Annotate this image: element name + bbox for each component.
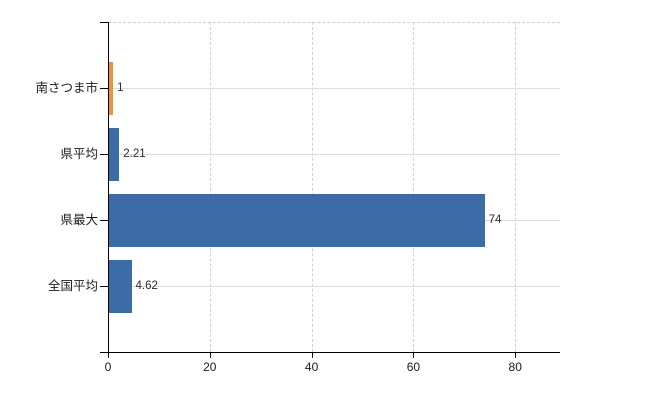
y-axis-tick <box>100 154 108 155</box>
x-axis <box>108 352 560 353</box>
x-tick-label: 40 <box>304 360 319 374</box>
x-tick-label: 80 <box>508 360 522 374</box>
x-axis-tick <box>515 352 517 358</box>
vertical-gridline <box>413 22 415 352</box>
x-axis-tick <box>413 352 415 358</box>
plot-top-border <box>108 22 560 23</box>
y-axis-tick <box>100 88 108 89</box>
x-axis-tick <box>108 352 109 358</box>
vertical-gridline <box>515 22 517 352</box>
x-tick-label: 60 <box>406 360 421 374</box>
category-label: 県最大 <box>60 213 98 227</box>
y-axis-tick <box>100 220 108 221</box>
x-tick-label: 0 <box>104 360 112 374</box>
value-label: 74 <box>488 214 502 226</box>
y-axis-tick <box>100 22 108 23</box>
x-axis-tick <box>311 352 313 358</box>
y-axis-tick <box>100 352 108 353</box>
vertical-gridline <box>311 22 313 352</box>
bar <box>109 61 114 115</box>
horizontal-gridline <box>108 154 560 155</box>
bar <box>109 193 485 247</box>
x-tick-label: 20 <box>203 360 217 374</box>
y-axis-tick <box>100 286 108 287</box>
horizontal-gridline <box>108 286 560 287</box>
category-label: 全国平均 <box>47 279 98 293</box>
horizontal-gridline <box>108 88 560 89</box>
y-axis <box>108 22 109 353</box>
x-axis-tick <box>209 352 211 358</box>
bar <box>109 259 132 313</box>
value-label: 4.62 <box>135 280 158 292</box>
category-label: 県平均 <box>60 147 98 161</box>
bar <box>109 127 120 181</box>
category-label: 南さつま市 <box>35 81 98 95</box>
vertical-gridline <box>209 22 211 352</box>
value-label: 2.21 <box>123 148 146 160</box>
value-label: 1 <box>117 82 124 94</box>
